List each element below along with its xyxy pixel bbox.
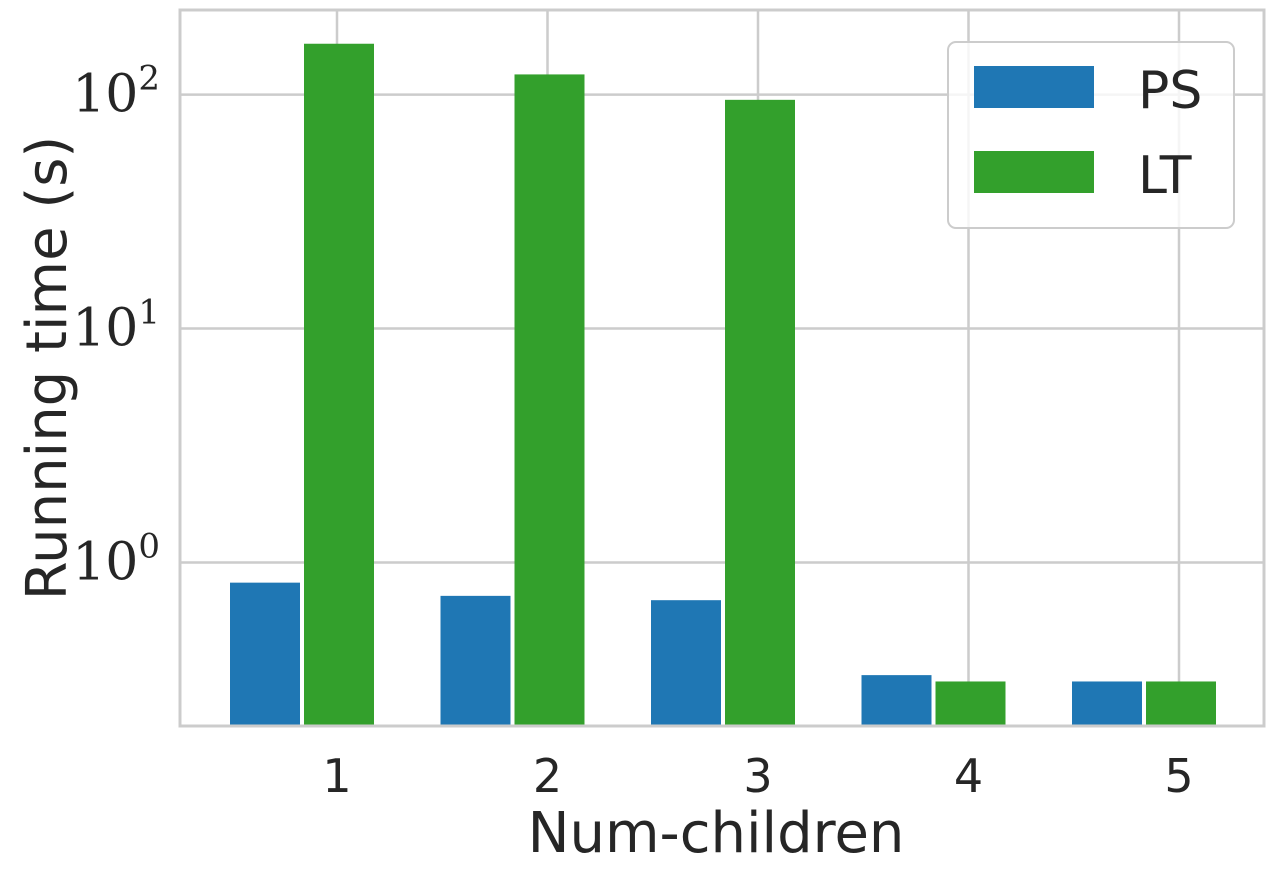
axes-frame (178, 8, 1266, 728)
y-tick-labels: 100 101 102 (72, 59, 160, 593)
x-axis-label: Num-children (528, 801, 905, 866)
y-axis-label: Running time (s) (15, 136, 80, 600)
bar-ps-2 (440, 595, 511, 726)
plot-frame (178, 8, 1266, 728)
legend-swatch-lt (974, 151, 1094, 193)
legend-swatch-ps (974, 66, 1094, 108)
bar-ps-3 (651, 600, 721, 726)
bar-lt-2 (514, 74, 585, 726)
legend-label-ps: PS (1138, 61, 1202, 121)
y-tick-label: 100 (72, 526, 160, 592)
y-tick-label: 101 (72, 293, 160, 359)
bar-lt-3 (725, 99, 795, 726)
y-tick-label: 102 (72, 59, 160, 125)
bar-lt-4 (935, 681, 1006, 726)
bar-ps-1 (230, 582, 300, 726)
x-tick-label: 5 (1164, 749, 1193, 803)
bar-lt-5 (1146, 681, 1216, 726)
legend: PS LT (947, 41, 1235, 229)
x-tick-label: 1 (322, 749, 351, 803)
x-tick-label: 4 (954, 749, 983, 803)
legend-label-lt: LT (1138, 146, 1192, 206)
bar-lt-1 (304, 43, 374, 727)
x-tick-label: 2 (533, 749, 562, 803)
bar-ps-4 (861, 675, 932, 726)
x-tick-label: 3 (743, 749, 772, 803)
bars (230, 43, 1216, 727)
bar-ps-5 (1072, 681, 1142, 726)
x-tick-labels: 1 2 3 4 5 (322, 749, 1193, 803)
